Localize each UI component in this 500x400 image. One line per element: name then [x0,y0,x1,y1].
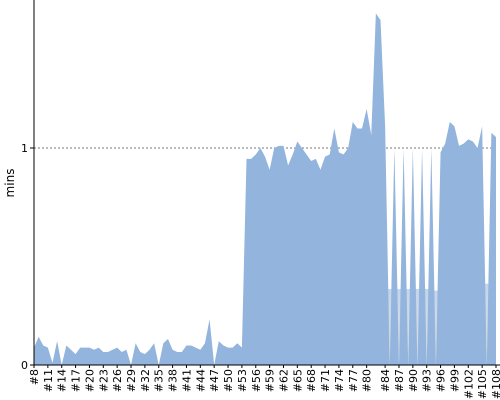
x-tick-label-50: #50 [222,369,235,392]
x-tick-label-77: #77 [347,369,360,392]
gap-marker-95 [433,290,439,365]
x-tick-label-90: #90 [407,369,420,392]
x-tick-label-44: #44 [194,369,207,392]
x-tick-layer: #8 #11 #14 #17 #20 #23 #26 #29 #32 #35 #38 #41 #44 #4… [28,365,500,399]
x-tick-label-87: #87 [393,369,406,392]
x-tick-label-47: #47 [208,369,221,392]
x-tick-label-38: #38 [167,369,180,392]
x-tick-label-59: #59 [264,369,277,392]
y-tick-layer: 01 [21,142,34,372]
x-tick-label-71: #71 [319,369,332,392]
gap-marker-89 [405,289,411,365]
gap-marker-87 [396,289,402,365]
gap-marker-91 [415,289,420,365]
x-tick-label-99: #99 [448,369,461,392]
y-axis-title: mins [3,169,17,198]
area-layer [34,13,496,366]
x-tick-label-96: #96 [435,369,448,392]
x-tick-label-74: #74 [333,369,346,392]
x-tick-label-65: #65 [291,369,304,392]
area-series [34,13,496,366]
axis-layer [33,0,500,366]
x-tick-label-84: #84 [379,369,392,392]
gap-marker-106 [484,283,490,365]
x-tick-label-105: #105 [476,369,489,399]
x-tick-label-26: #26 [111,369,124,392]
x-tick-label-102: #102 [462,369,475,399]
x-tick-label-32: #32 [139,369,152,392]
x-tick-label-17: #17 [70,369,83,392]
gap-marker-93 [424,289,430,365]
y-tick-label-0: 0 [21,359,28,372]
x-tick-label-93: #93 [421,369,434,392]
x-tick-label-35: #35 [153,369,166,392]
x-tick-label-14: #14 [56,369,69,392]
x-tick-label-41: #41 [180,369,193,392]
x-tick-label-11: #11 [42,369,55,392]
x-tick-label-8: #8 [28,369,41,385]
x-tick-label-80: #80 [361,369,374,392]
x-tick-label-53: #53 [236,369,249,392]
x-tick-label-68: #68 [305,369,318,392]
gap-marker-85 [387,289,393,365]
x-tick-label-62: #62 [277,369,290,392]
x-tick-label-23: #23 [97,369,110,392]
x-tick-label-20: #20 [83,369,96,392]
x-tick-label-108: #108 [490,369,500,399]
x-tick-label-56: #56 [250,369,263,392]
y-tick-label-1: 1 [21,142,28,155]
x-tick-label-29: #29 [125,369,138,392]
